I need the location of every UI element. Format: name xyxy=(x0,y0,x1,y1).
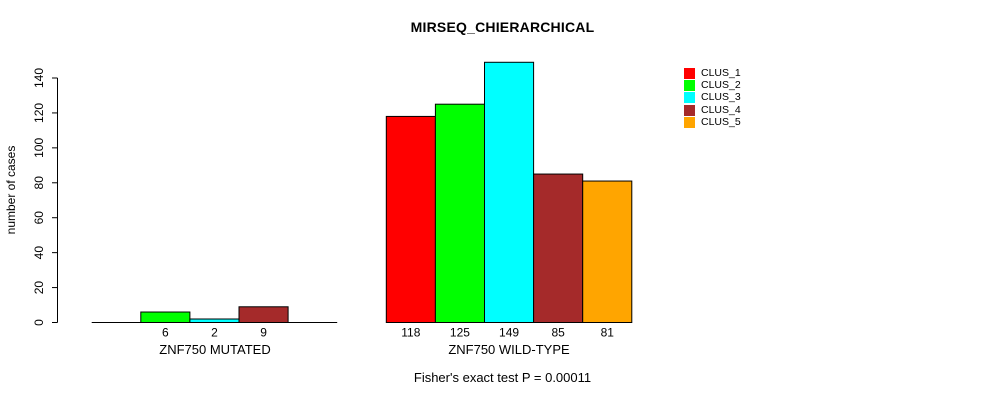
bar-clus_4 xyxy=(533,173,584,323)
legend: CLUS_1 CLUS_2 CLUS_3 CLUS_4 CLUS_5 xyxy=(684,67,741,128)
bar-value-label: 2 xyxy=(211,326,218,340)
legend-swatch-icon xyxy=(684,79,695,91)
bar-value-label: 81 xyxy=(601,326,615,340)
y-axis-tick-label: 0 xyxy=(32,319,46,326)
chart-subtitle: Fisher's exact test P = 0.00011 xyxy=(413,370,592,385)
bar-clus_1 xyxy=(385,115,436,323)
legend-item-clus_1: CLUS_1 xyxy=(684,67,741,79)
chart-title: MIRSEQ_CHIERARCHICAL xyxy=(410,19,595,35)
bar-clus_3 xyxy=(189,318,240,323)
bar-value-label: 125 xyxy=(450,326,470,340)
bar-value-label: 118 xyxy=(401,326,420,340)
x-axis-group-label-wildtype: ZNF750 WILD-TYPE xyxy=(448,342,570,357)
bar-clus_3 xyxy=(484,61,535,324)
y-axis-tick-label: 120 xyxy=(32,103,46,123)
legend-swatch-icon xyxy=(684,92,695,104)
legend-item-label: CLUS_2 xyxy=(701,79,741,92)
bar-clus_2 xyxy=(434,103,485,323)
legend-item-label: CLUS_1 xyxy=(701,66,741,79)
y-axis-tick-label: 20 xyxy=(32,281,46,295)
legend-item-label: CLUS_5 xyxy=(701,116,741,129)
legend-item-label: CLUS_4 xyxy=(701,103,741,116)
bar-clus_4 xyxy=(238,306,289,323)
y-axis-tick-label: 140 xyxy=(32,68,46,88)
legend-item-clus_3: CLUS_3 xyxy=(684,92,741,104)
y-axis-tick-label: 60 xyxy=(32,211,46,225)
legend-swatch-icon xyxy=(684,116,695,128)
bar-value-label: 149 xyxy=(499,326,519,340)
legend-item-clus_4: CLUS_4 xyxy=(684,104,741,116)
y-axis-title: number of cases xyxy=(4,145,18,235)
bar-value-label: 6 xyxy=(162,326,169,340)
y-axis-tick-label: 40 xyxy=(32,246,46,260)
bar-clus_2 xyxy=(140,311,191,323)
bar-value-label: 85 xyxy=(551,326,565,340)
y-axis-tick-label: 100 xyxy=(32,138,46,158)
bar-clus_5 xyxy=(582,180,633,323)
legend-swatch-icon xyxy=(684,104,695,116)
y-axis-tick-label: 80 xyxy=(32,176,46,190)
legend-swatch-icon xyxy=(684,67,695,79)
legend-item-clus_5: CLUS_5 xyxy=(684,116,741,128)
x-axis-group-label-mutated: ZNF750 MUTATED xyxy=(159,342,271,357)
legend-item-label: CLUS_3 xyxy=(701,91,741,104)
bar-value-label: 9 xyxy=(260,326,267,340)
legend-item-clus_2: CLUS_2 xyxy=(684,79,741,91)
